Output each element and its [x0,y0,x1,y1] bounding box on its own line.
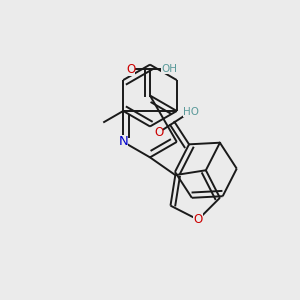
Text: OH: OH [161,64,177,74]
Text: N: N [118,135,128,148]
Text: HO: HO [183,107,199,117]
Text: O: O [194,213,203,226]
Text: O: O [126,62,136,76]
Text: O: O [154,126,163,139]
